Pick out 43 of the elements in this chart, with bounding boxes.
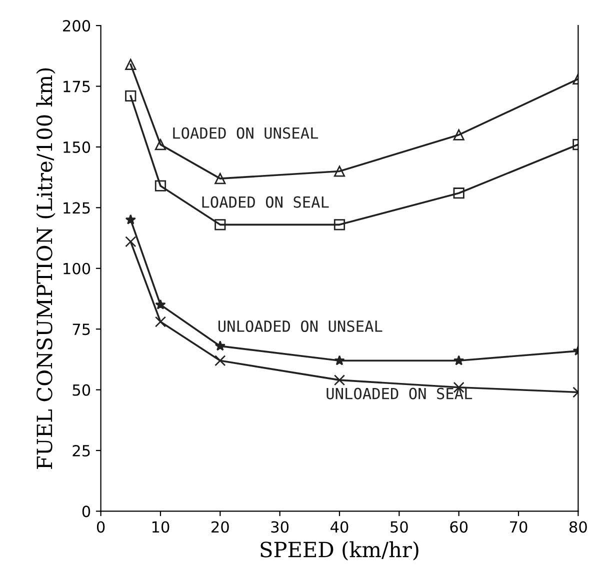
x-tick-label: 40 <box>330 521 348 533</box>
y-tick-label: 150 <box>64 141 90 153</box>
y-tick-label: 100 <box>64 262 90 274</box>
x-axis-title: SPEED (km/hr) <box>260 541 418 560</box>
y-tick-label: 50 <box>72 384 90 396</box>
x-tick-label: 70 <box>510 521 528 533</box>
y-axis-title: FUEL CONSUMPTION (Litre/100 km) <box>36 68 56 469</box>
y-tick-label: 25 <box>72 444 90 457</box>
point <box>154 316 166 328</box>
y-tick-label: 175 <box>64 80 90 92</box>
point <box>214 172 226 184</box>
point <box>214 355 226 366</box>
series-label: UNLOADED ON SEAL <box>326 388 472 400</box>
y-tick-label: 125 <box>64 202 90 214</box>
x-tick-label: 80 <box>569 521 587 533</box>
x-tick-label: 0 <box>96 521 105 533</box>
y-tick-label: 75 <box>72 324 90 336</box>
point <box>334 166 346 177</box>
point <box>334 219 346 230</box>
point <box>453 188 464 199</box>
x-tick-label: 20 <box>212 521 229 533</box>
point <box>453 129 464 140</box>
point <box>154 138 166 150</box>
point <box>334 374 346 386</box>
point <box>214 340 226 351</box>
x-tick-label: 50 <box>390 521 408 533</box>
y-tick-label: 200 <box>63 20 90 32</box>
point <box>125 58 136 70</box>
point <box>154 180 166 192</box>
x-tick-label: 10 <box>152 521 170 533</box>
series-label: UNLOADED ON UNSEAL <box>218 320 382 332</box>
point <box>125 236 136 248</box>
point <box>334 355 345 366</box>
point <box>155 299 166 310</box>
x-tick-label: 60 <box>450 521 468 533</box>
series-label: LOADED ON UNSEAL <box>173 127 318 139</box>
point <box>125 214 136 224</box>
point <box>214 219 226 230</box>
point <box>454 355 464 366</box>
y-tick-label: 0 <box>82 506 90 518</box>
series-label: LOADED ON SEAL <box>202 196 329 208</box>
point <box>125 90 136 102</box>
x-tick-label: 30 <box>271 521 289 533</box>
